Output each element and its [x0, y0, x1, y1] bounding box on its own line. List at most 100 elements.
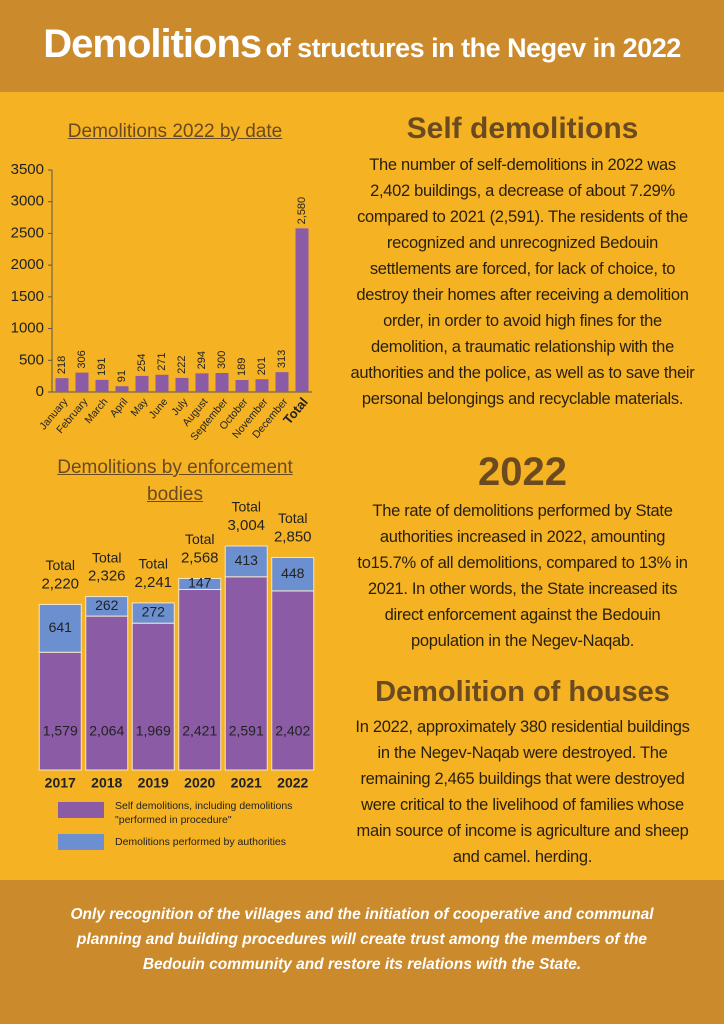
y-tick-label: 0: [36, 383, 44, 400]
bar-segment: [224, 576, 268, 771]
total-value: 2,568: [181, 549, 219, 566]
bar: [135, 375, 149, 392]
section-text: The rate of demolitions performed by Sta…: [357, 502, 688, 650]
value-label: 1,969: [136, 723, 171, 739]
total-label: Total: [45, 557, 75, 573]
y-tick-label: 3500: [11, 161, 44, 178]
x-tick-label: April: [108, 396, 131, 420]
bar-segment: [271, 590, 315, 771]
bar: [255, 379, 269, 392]
y-tick-label: 1000: [11, 320, 44, 337]
legend-label: Self demolitions, including demolitions …: [115, 800, 293, 826]
y-tick-label: 2000: [11, 256, 44, 273]
value-label: 413: [235, 552, 259, 568]
value-label: 191: [96, 358, 108, 376]
value-label: 641: [49, 619, 73, 635]
x-tick-label: June: [147, 396, 171, 421]
value-label: 222: [176, 356, 188, 374]
chart: 0500100015002000250030003500218January30…: [11, 161, 312, 440]
value-label: 272: [142, 604, 166, 620]
section-text: The number of self-demolitions in 2022 w…: [350, 156, 695, 408]
x-tick-label: 2019: [138, 775, 169, 791]
value-label: 189: [236, 358, 248, 376]
y-tick-label: 2500: [11, 224, 44, 241]
total-value: 3,004: [227, 517, 265, 534]
value-label: 271: [156, 352, 168, 370]
header: Demolitions of structures in the Negev i…: [0, 22, 724, 67]
value-label: 2,402: [275, 723, 310, 739]
x-tick-label: 2020: [184, 775, 215, 791]
header-title: Demolitions: [43, 22, 262, 66]
bar: [55, 378, 69, 392]
bar: [235, 380, 249, 392]
bar: [195, 373, 209, 392]
legend-label: Demolitions performed by authorities: [115, 836, 286, 848]
value-label: 2,421: [182, 723, 217, 739]
x-tick-label: 2022: [277, 775, 308, 791]
bar: [75, 372, 89, 392]
section-heading: Demolition of houses: [375, 676, 670, 708]
chart-title: Demolitions by enforcement bodies: [57, 457, 293, 505]
total-label: Total: [278, 510, 308, 526]
value-label: 300: [216, 351, 228, 369]
bar: [295, 228, 309, 392]
bar-segment: [38, 651, 82, 771]
x-tick-label: 2021: [231, 775, 262, 791]
total-value: 2,220: [41, 575, 79, 592]
value-label: 147: [188, 575, 212, 591]
value-label: 201: [256, 357, 268, 375]
value-label: 2,580: [296, 197, 308, 225]
header-subtitle: of structures in the Negev in 2022: [265, 33, 682, 63]
footer-band: [0, 880, 724, 1024]
total-value: 2,326: [88, 568, 126, 585]
x-tick-label: March: [82, 396, 110, 426]
section-text: In 2022, approximately 380 residential b…: [355, 718, 690, 866]
header-band: [0, 0, 724, 92]
bar: [155, 374, 169, 392]
bar: [115, 386, 129, 392]
bar-segment: [85, 615, 129, 771]
chart: 1,579 641 Total 2,220 2017 2,064 262 Total 2,326…: [38, 500, 315, 791]
value-label: 218: [56, 356, 68, 374]
bar-segment: [178, 588, 222, 771]
value-label: 313: [276, 350, 288, 368]
total-value: 2,241: [134, 574, 172, 591]
bar: [175, 377, 189, 392]
bar-segment: [271, 556, 315, 592]
section-heading: 2022: [478, 450, 567, 494]
bar-segment: [131, 622, 175, 771]
x-tick-label: 2018: [91, 775, 122, 791]
bar-segment: [178, 578, 222, 590]
total-label: Total: [231, 500, 261, 515]
footer-text: Only recognition of the villages and the…: [70, 906, 654, 973]
value-label: 2,064: [89, 723, 124, 739]
y-tick-label: 3000: [11, 193, 44, 210]
legend-swatch: [58, 834, 104, 850]
bar-segment: [131, 602, 175, 624]
value-label: 448: [281, 565, 305, 581]
legend-swatch: [58, 802, 104, 818]
value-label: 306: [76, 350, 88, 368]
bar: [275, 372, 289, 392]
x-tick-label: 2017: [45, 775, 76, 791]
value-label: 262: [95, 597, 119, 613]
value-label: 91: [116, 370, 128, 382]
bar-segment: [38, 603, 82, 653]
total-value: 2,850: [274, 528, 312, 545]
bar-segment: [224, 545, 268, 578]
total-label: Total: [138, 556, 168, 572]
value-label: 1,579: [43, 723, 78, 739]
bar: [215, 372, 229, 392]
y-tick-label: 1500: [11, 288, 44, 305]
chart-title: Demolitions 2022 by date: [67, 121, 283, 142]
value-label: 294: [196, 351, 208, 369]
total-label: Total: [185, 531, 215, 547]
value-label: 2,591: [229, 723, 264, 739]
bar: [95, 379, 109, 392]
value-label: 254: [136, 354, 148, 372]
section-heading: Self demolitions: [406, 112, 639, 145]
y-tick-label: 500: [19, 351, 44, 368]
total-label: Total: [92, 549, 122, 565]
bar-segment: [85, 596, 129, 617]
